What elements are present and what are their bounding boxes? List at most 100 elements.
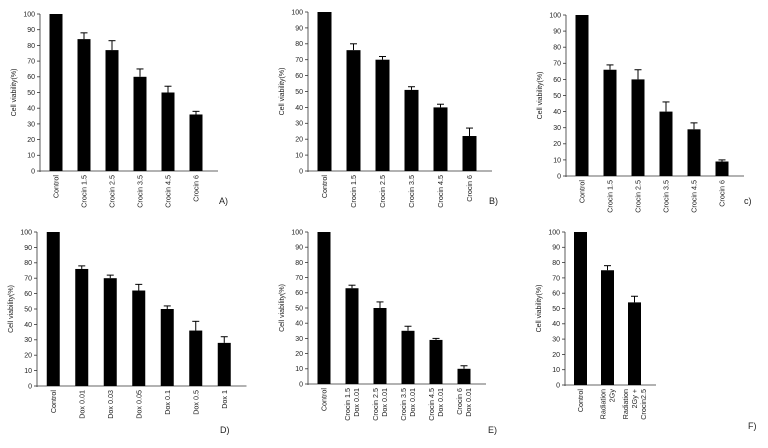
panel-label-d: D) — [220, 425, 230, 435]
x-tick-label-f-1-1: 2Gy — [608, 389, 617, 403]
x-tick-label-b-3: Crocin 3.5 — [407, 175, 416, 208]
bar-c-0 — [575, 15, 589, 176]
x-tick-label-e-5-0: Crocin 6 — [455, 388, 464, 415]
bar-f-0 — [574, 232, 587, 385]
y-tick-label-f-8: 80 — [552, 260, 560, 267]
y-tick-label-b-1: 10 — [295, 153, 303, 160]
y-tick-label-a-6: 60 — [27, 74, 35, 81]
x-tick-label-f-1-0: Radiation — [599, 389, 608, 419]
y-tick-label-a-9: 90 — [27, 27, 35, 34]
bar-c-1 — [603, 69, 617, 176]
bar-d-0 — [46, 232, 60, 386]
chart-panel-e: 0 10 20 30 40 50 60 70 80 90 100 Cell viability(%) C… — [268, 222, 518, 448]
y-tick-label-e-0: 0 — [299, 381, 303, 388]
x-tick-label-b-4: Crocin 4.5 — [436, 175, 445, 208]
x-tick-label-e-4-0: Crocin 4.5 — [427, 388, 436, 421]
x-tick-label-c-3: Crocin 3.5 — [662, 180, 671, 213]
x-tick-label-c-4: Crocin 4.5 — [690, 180, 699, 213]
x-tick-label-e-1-0: Crocin 1.5 — [343, 388, 352, 421]
x-tick-label-e-4-1: Dox 0.01 — [436, 388, 445, 417]
x-tick-label-a-5: Crocin 6 — [192, 175, 201, 202]
bar-d-4 — [160, 309, 174, 386]
bar-d-5 — [189, 330, 203, 386]
x-tick-label-b-1: Crocin 1.5 — [349, 175, 358, 208]
y-tick-label-b-4: 40 — [295, 105, 303, 112]
bar-a-5 — [189, 114, 203, 171]
y-tick-label-c-8: 80 — [553, 45, 561, 52]
bar-e-0 — [317, 232, 331, 384]
x-tick-label-e-3-0: Crocin 3.5 — [399, 388, 408, 421]
chart-panel-a: 0 10 20 30 40 50 60 70 80 90 100 Cell viability(%) C… — [0, 0, 256, 222]
panel-label-f: F) — [748, 421, 757, 431]
x-tick-label-e-0: Control — [320, 388, 329, 412]
y-tick-label-a-1: 10 — [27, 153, 35, 160]
y-tick-label-f-1: 10 — [552, 367, 560, 374]
y-tick-label-e-1: 10 — [295, 366, 303, 373]
y-tick-label-d-9: 90 — [24, 245, 32, 252]
panel-label-b: B) — [489, 196, 498, 206]
bar-b-1 — [346, 50, 361, 171]
y-tick-label-c-6: 60 — [553, 77, 561, 84]
x-tick-label-f-2-1: 2Gy + — [630, 389, 639, 408]
y-tick-label-f-0: 0 — [556, 382, 560, 389]
chart-c-svg: 0 10 20 30 40 50 60 70 80 90 100 Cell viability(%) C… — [537, 12, 744, 213]
y-tick-label-b-10: 100 — [291, 9, 303, 16]
y-tick-label-b-2: 20 — [295, 137, 303, 144]
x-tick-label-e-5-1: Dox 0.01 — [464, 388, 473, 417]
y-tick-label-e-5: 50 — [295, 305, 303, 312]
y-tick-label-a-4: 40 — [27, 106, 35, 113]
x-tick-label-c-0: Control — [578, 180, 587, 204]
x-tick-label-b-2: Crocin 2.5 — [378, 175, 387, 208]
x-tick-label-d-3: Dox 0.05 — [134, 390, 143, 419]
y-tick-label-b-9: 90 — [295, 25, 303, 32]
y-axis-label-d: Cell viability(%) — [8, 285, 15, 333]
chart-b-svg: 0 10 20 30 40 50 60 70 80 90 100 Cell viability(%) C… — [279, 9, 492, 208]
x-tick-label-d-6: Dox 1 — [220, 390, 229, 409]
y-tick-label-d-8: 80 — [24, 260, 32, 267]
y-tick-label-d-10: 100 — [20, 229, 32, 236]
bar-a-4 — [161, 92, 175, 171]
chart-f-svg: 0 10 20 30 40 50 60 70 80 90 100 Cell viability(%) C… — [536, 229, 656, 420]
bar-d-6 — [217, 342, 231, 386]
y-tick-label-e-10: 100 — [291, 229, 303, 236]
y-tick-label-e-9: 90 — [295, 245, 303, 252]
y-tick-label-c-10: 100 — [549, 12, 561, 19]
bar-d-2 — [103, 278, 117, 386]
bar-c-3 — [659, 111, 673, 176]
y-tick-label-e-7: 70 — [295, 275, 303, 282]
y-tick-label-d-2: 20 — [24, 353, 32, 360]
y-tick-label-e-6: 60 — [295, 290, 303, 297]
bar-e-5 — [457, 368, 471, 384]
bar-b-5 — [462, 136, 477, 171]
bar-c-2 — [631, 79, 645, 176]
bar-e-1 — [345, 288, 359, 384]
y-tick-label-d-5: 50 — [24, 306, 32, 313]
y-tick-label-e-8: 80 — [295, 260, 303, 267]
bar-c-4 — [687, 129, 701, 176]
bar-a-3 — [133, 76, 147, 171]
x-tick-label-d-2: Dox 0.03 — [106, 390, 115, 419]
y-tick-label-c-5: 50 — [553, 93, 561, 100]
y-axis-label-e: Cell viability(%) — [279, 284, 286, 332]
chart-a-svg: 0 10 20 30 40 50 60 70 80 90 100 Cell viability(%) C… — [11, 11, 218, 208]
bar-e-4 — [429, 339, 443, 384]
y-tick-label-a-3: 30 — [27, 121, 35, 128]
y-tick-label-f-5: 50 — [552, 306, 560, 313]
bar-d-3 — [132, 290, 146, 386]
y-tick-label-d-7: 70 — [24, 276, 32, 283]
y-tick-label-b-7: 70 — [295, 57, 303, 64]
y-tick-label-a-2: 20 — [27, 137, 35, 144]
x-tick-label-f-2-2: Crocin2.5 — [639, 389, 648, 420]
chart-d-svg: 0 10 20 30 40 50 60 70 80 90 100 Cell viability(%) C… — [8, 229, 247, 419]
x-tick-label-d-5: Dox 0.5 — [191, 390, 200, 415]
bar-b-0 — [317, 12, 332, 171]
bar-c-5 — [715, 161, 729, 176]
bar-b-4 — [433, 107, 448, 171]
x-tick-label-d-1: Dox 0.01 — [77, 390, 86, 419]
y-axis-label-c: Cell viability(%) — [537, 72, 544, 120]
y-axis-label-b: Cell viability(%) — [279, 68, 286, 116]
y-tick-label-b-5: 50 — [295, 89, 303, 96]
y-tick-label-f-10: 100 — [548, 229, 560, 236]
y-tick-label-a-10: 100 — [23, 11, 35, 18]
